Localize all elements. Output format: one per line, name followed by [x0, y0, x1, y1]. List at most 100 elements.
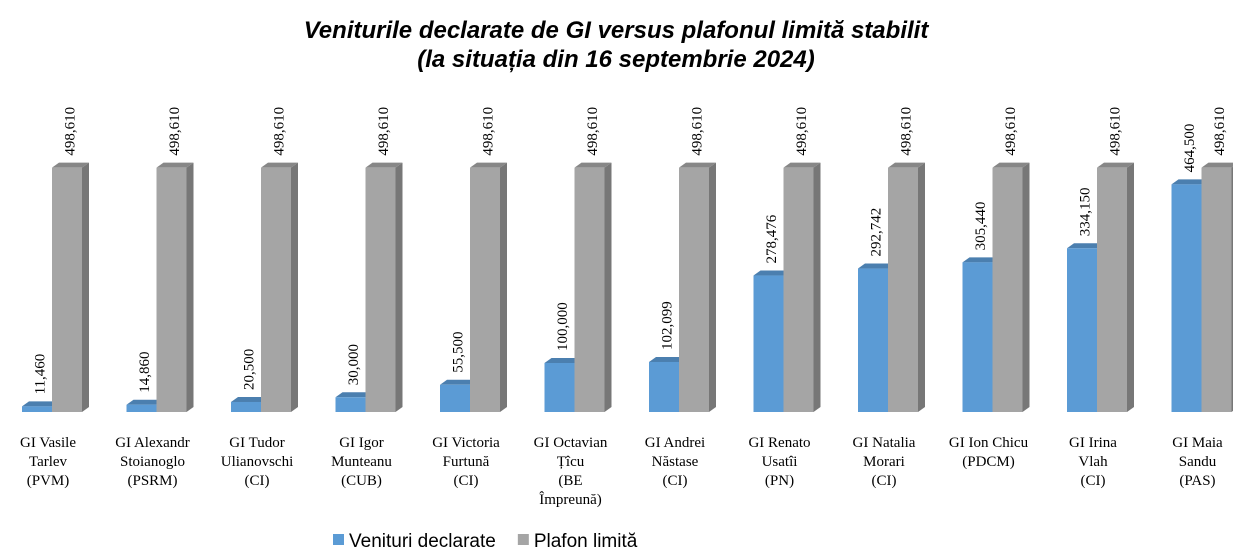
x-tick-label: GI Igor Munteanu (CUB)	[331, 435, 392, 489]
bar-front	[1171, 184, 1202, 412]
x-tick-label-line: GI Octavian	[534, 435, 608, 451]
bar	[156, 162, 194, 412]
bar	[574, 162, 612, 412]
bar-top	[858, 263, 895, 269]
x-tick-label: GI Ion Chicu (PDCM)	[949, 435, 1029, 470]
bar-front	[1201, 167, 1232, 412]
bar-front	[649, 361, 679, 412]
x-tick-label-line: (PVM)	[27, 473, 70, 489]
bar-top	[1171, 179, 1209, 185]
x-tick-label-line: (PN)	[765, 473, 794, 489]
value-label: 11,460	[32, 354, 48, 395]
x-tick-label-line: GI Natalia	[853, 435, 916, 451]
bar-front	[52, 167, 82, 412]
bar-side	[813, 162, 821, 412]
bar-top	[440, 379, 477, 385]
bar-front	[753, 275, 784, 412]
bar-side	[82, 162, 89, 412]
bar-side	[500, 162, 507, 412]
bar-side	[291, 162, 298, 412]
bar-top	[365, 162, 403, 168]
x-tick-label-line: (CI)	[872, 473, 897, 489]
value-label: 334,150	[1077, 188, 1093, 237]
value-label: 20,500	[241, 349, 257, 390]
bar-top	[679, 162, 716, 168]
x-tick-label-line: Sandu	[1179, 454, 1217, 470]
bar-top	[261, 162, 298, 168]
x-tick-label-line: GI Andrei	[645, 435, 705, 451]
bar-front	[783, 167, 814, 412]
x-tick-label-line: Furtună	[443, 454, 490, 470]
bar-front	[261, 167, 291, 412]
legend-label: Plafon limită	[534, 531, 638, 552]
bar-top	[470, 162, 507, 168]
bar	[261, 162, 298, 412]
x-tick-label: GI Octavian Țîcu (BE Împreună)	[534, 435, 608, 508]
x-tick-label: GI Maia Sandu (PAS)	[1172, 435, 1223, 489]
x-tick-label-line: GI Maia	[1172, 435, 1223, 451]
bar	[365, 162, 403, 412]
x-tick-label-line: GI Renato	[748, 435, 810, 451]
x-tick-label-line: (CUB)	[341, 473, 382, 489]
x-tick-label-line: GI Vasile	[20, 435, 76, 451]
bar-top	[753, 270, 791, 276]
bar-side	[395, 162, 403, 412]
value-label: 498,610	[794, 107, 810, 156]
bar-top	[1097, 162, 1134, 168]
bar	[888, 162, 925, 412]
value-label: 498,610	[376, 107, 392, 156]
bar-side	[604, 162, 612, 412]
x-tick-label-line: (BE	[558, 473, 582, 489]
bar-top	[992, 162, 1030, 168]
value-label: 498,610	[585, 107, 601, 156]
value-label: 498,610	[167, 107, 183, 156]
bar-front	[992, 167, 1023, 412]
bar-side	[186, 162, 194, 412]
value-label: 498,610	[480, 107, 496, 156]
bar	[679, 162, 716, 412]
x-tick-label-line: GI Irina	[1069, 435, 1117, 451]
value-label: 498,610	[689, 107, 705, 156]
x-tick-label: GI Irina Vlah (CI)	[1069, 435, 1117, 489]
bar-top	[22, 401, 59, 407]
chart-title: Veniturile declarate de GI versus plafon…	[304, 17, 930, 44]
bar-front	[888, 167, 918, 412]
bar-front	[365, 167, 396, 412]
x-tick-label: GI Vasile Tarlev (PVM)	[20, 435, 76, 489]
x-tick-label: GI Andrei Năstase (CI)	[645, 435, 705, 489]
bar	[1201, 162, 1233, 412]
bar-top	[335, 392, 373, 398]
x-tick-label: GI Tudor Ulianovschi (CI)	[221, 435, 294, 489]
value-label: 498,610	[898, 107, 914, 156]
value-label: 102,099	[659, 301, 675, 350]
bar-front	[126, 404, 157, 412]
bar-top	[1067, 243, 1104, 249]
bar-front	[231, 401, 261, 412]
x-tick-label-line: Morari	[863, 454, 905, 470]
x-tick-label-line: GI Victoria	[432, 435, 500, 451]
bar-side	[918, 162, 925, 412]
x-tick-label-line: GI Alexandr	[115, 435, 190, 451]
bar-side	[1127, 162, 1134, 412]
value-label: 100,000	[555, 302, 571, 351]
bar	[1097, 162, 1134, 412]
bar-front	[962, 262, 993, 412]
bar-top	[1201, 162, 1233, 168]
bar-top	[649, 356, 686, 362]
value-label: 292,742	[868, 208, 884, 257]
bar-front	[1097, 167, 1127, 412]
x-tick-label-line: Munteanu	[331, 454, 392, 470]
bar-front	[574, 167, 605, 412]
bar-side	[1022, 162, 1030, 412]
bar-top	[156, 162, 194, 168]
chart-subtitle: (la situația din 16 septembrie 2024)	[417, 46, 815, 73]
value-label: 30,000	[346, 344, 362, 385]
value-label: 464,500	[1182, 124, 1198, 173]
value-label: 498,610	[271, 107, 287, 156]
x-tick-label-line: (CI)	[663, 473, 688, 489]
x-tick-label-line: GI Igor	[339, 435, 384, 451]
bar-front	[22, 406, 52, 412]
value-label: 305,440	[973, 202, 989, 251]
bar	[52, 162, 89, 412]
